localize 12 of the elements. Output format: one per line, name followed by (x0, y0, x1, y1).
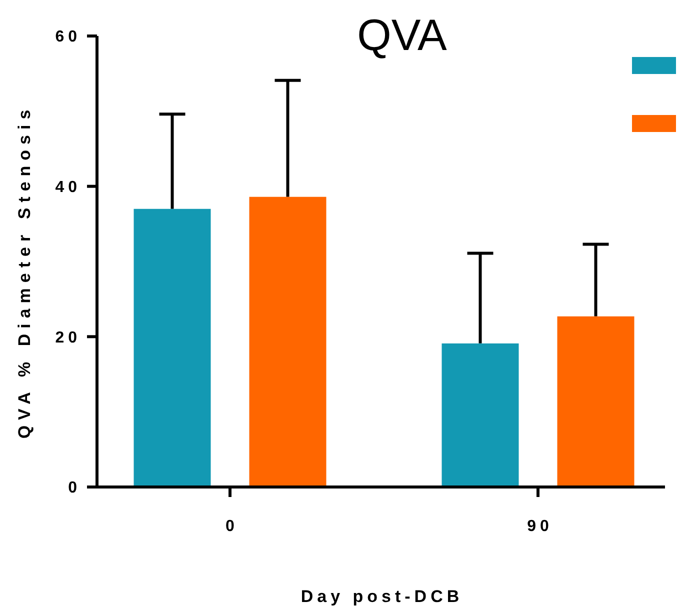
y-tick-label: 60 (55, 28, 81, 46)
y-tick-label: 40 (55, 178, 81, 196)
x-axis-title: Day post-DCB (300, 587, 464, 606)
y-tick-label: 0 (68, 480, 81, 497)
bar (442, 343, 519, 487)
y-tick-label: 20 (55, 329, 81, 346)
y-axis-title: QVA % Diameter Stenosis (15, 104, 34, 439)
bar (557, 316, 634, 487)
bar (134, 208, 211, 487)
x-tick-label: 90 (527, 518, 553, 535)
chart-title: QVA (357, 11, 448, 60)
bar (249, 196, 326, 487)
